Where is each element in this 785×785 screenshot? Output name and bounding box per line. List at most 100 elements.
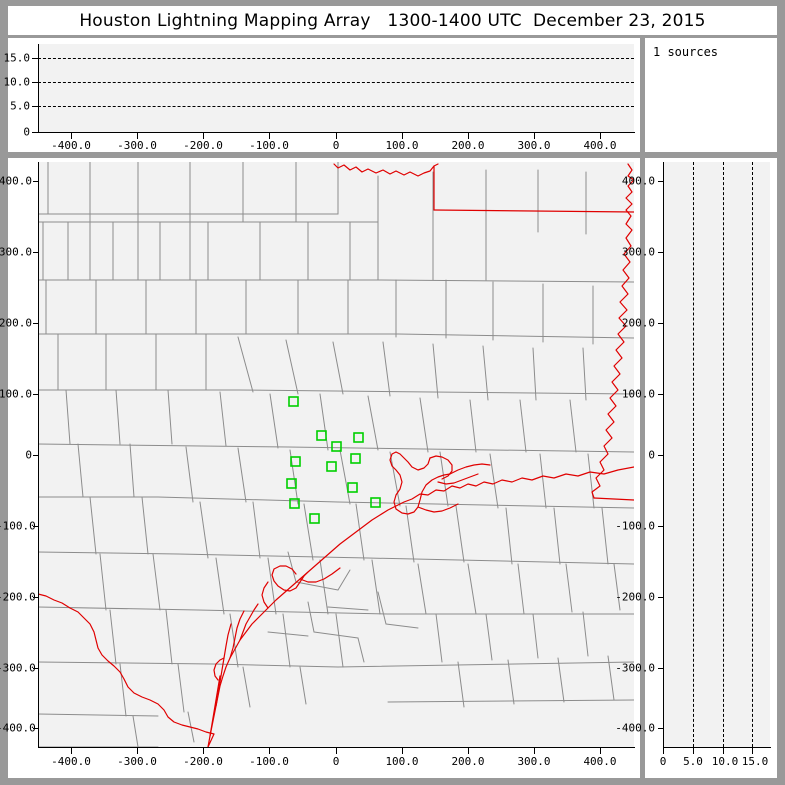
- xtick-mark: [336, 133, 337, 139]
- ytick-mark: [33, 668, 39, 669]
- xtick-label: 100.0: [385, 755, 419, 768]
- gridline-10: [38, 82, 634, 83]
- ytick-label: -200.0: [615, 590, 655, 604]
- gridline-15: [752, 162, 753, 747]
- ytick-label: -100.0: [615, 519, 655, 533]
- ytick-label: -300.0: [615, 661, 655, 675]
- xtick-mark: [534, 133, 535, 139]
- xtick-mark: [336, 748, 337, 754]
- ytick-mark: [658, 181, 664, 182]
- ytick-label: 10.0: [3, 75, 31, 89]
- gridline-10: [723, 162, 724, 747]
- ytick-label: 300.0: [621, 245, 655, 259]
- ytick-label: 0: [648, 448, 655, 462]
- ytick-label: 400.0: [621, 174, 655, 188]
- xtick-mark: [468, 133, 469, 139]
- lma-station-marker: [289, 498, 300, 509]
- ytick-mark: [33, 252, 39, 253]
- altitude-vs-north-plot-area[interactable]: [663, 162, 770, 747]
- ytick-label: -400.0: [0, 721, 36, 735]
- ytick-label: 0: [25, 448, 32, 462]
- lma-station-marker: [370, 497, 381, 508]
- xtick-label: 0: [659, 755, 667, 768]
- xtick-mark: [402, 748, 403, 754]
- xtick-mark: [600, 748, 601, 754]
- xtick-mark: [534, 748, 535, 754]
- lma-station-marker: [331, 441, 342, 452]
- xtick-mark: [723, 748, 724, 754]
- ytick-mark: [658, 252, 664, 253]
- ytick-label: 200.0: [0, 316, 32, 330]
- xtick-label: 300.0: [517, 755, 551, 768]
- ytick-mark: [33, 181, 39, 182]
- county-borders-layer: [38, 162, 634, 747]
- xtick-label: 15.0: [741, 755, 769, 768]
- xtick-mark: [600, 133, 601, 139]
- xtick-mark: [269, 133, 270, 139]
- gridline-5: [38, 106, 634, 107]
- plan-view-map-plot-area[interactable]: [38, 162, 634, 747]
- ytick-mark: [33, 323, 39, 324]
- altitude-vs-east-x-axis: [38, 132, 635, 133]
- xtick-mark: [269, 748, 270, 754]
- ytick-label: 100.0: [621, 387, 655, 401]
- altitude-vs-north-x-axis: [663, 747, 771, 748]
- xtick-label: 0: [332, 139, 340, 152]
- ytick-label: 0: [23, 125, 30, 139]
- xtick-label: 200.0: [451, 755, 485, 768]
- xtick-label: -400.0: [51, 139, 91, 152]
- xtick-label: 5.0: [683, 755, 703, 768]
- ytick-mark: [658, 394, 664, 395]
- xtick-mark: [137, 133, 138, 139]
- xtick-label: -200.0: [183, 139, 223, 152]
- map-x-axis: [38, 747, 635, 748]
- ytick-mark: [658, 526, 664, 527]
- lma-station-markers-layer: [286, 396, 381, 524]
- gridline-15: [38, 58, 634, 59]
- xtick-mark: [402, 133, 403, 139]
- lma-station-marker: [288, 396, 299, 407]
- ytick-mark: [33, 394, 39, 395]
- xtick-mark: [71, 133, 72, 139]
- page-title: Houston Lightning Mapping Array 1300-140…: [79, 10, 706, 31]
- map-vector-layers: [38, 162, 634, 747]
- xtick-label: -400.0: [51, 755, 91, 768]
- ytick-mark: [33, 728, 39, 729]
- xtick-label: -300.0: [117, 755, 157, 768]
- altitude-vs-east-plot-area[interactable]: [38, 44, 634, 132]
- ytick-mark: [658, 668, 664, 669]
- ytick-label: 100.0: [0, 387, 32, 401]
- source-count-label: 1 sources: [653, 45, 719, 59]
- lma-station-marker: [353, 432, 364, 443]
- xtick-mark: [71, 748, 72, 754]
- xtick-label: -300.0: [117, 139, 157, 152]
- xtick-mark: [137, 748, 138, 754]
- ytick-mark: [658, 323, 664, 324]
- ytick-mark: [32, 106, 39, 107]
- title-bar: Houston Lightning Mapping Array 1300-140…: [8, 6, 777, 35]
- ytick-label: -400.0: [615, 721, 655, 735]
- xtick-label: 10.0: [711, 755, 739, 768]
- plan-view-map-panel: 400.0 300.0 200.0 100.0 0 -100.0 -200.0 …: [0, 158, 640, 778]
- ytick-mark: [658, 597, 664, 598]
- xtick-mark: [663, 748, 664, 754]
- xtick-mark: [468, 748, 469, 754]
- altitude-vs-north-panel: 400.0 300.0 200.0 100.0 0 -100.0 -200.0 …: [615, 158, 777, 778]
- ytick-label: -200.0: [0, 590, 36, 604]
- ytick-label: 15.0: [3, 51, 31, 65]
- xtick-label: 100.0: [385, 139, 419, 152]
- lma-station-marker: [326, 461, 337, 472]
- ytick-label: -300.0: [0, 661, 36, 675]
- ytick-mark: [33, 526, 39, 527]
- altitude-vs-east-panel: 15.0 10.0 5.0 0 -400.0 -300.0 -200.0 -10…: [4, 38, 640, 152]
- ytick-mark: [658, 455, 664, 456]
- xtick-label: 400.0: [583, 139, 617, 152]
- ytick-mark: [33, 455, 39, 456]
- coastline-layer: [38, 451, 634, 747]
- ytick-label: 200.0: [621, 316, 655, 330]
- ytick-label: -100.0: [0, 519, 36, 533]
- ytick-mark: [33, 597, 39, 598]
- ytick-mark: [658, 728, 664, 729]
- xtick-mark: [752, 748, 753, 754]
